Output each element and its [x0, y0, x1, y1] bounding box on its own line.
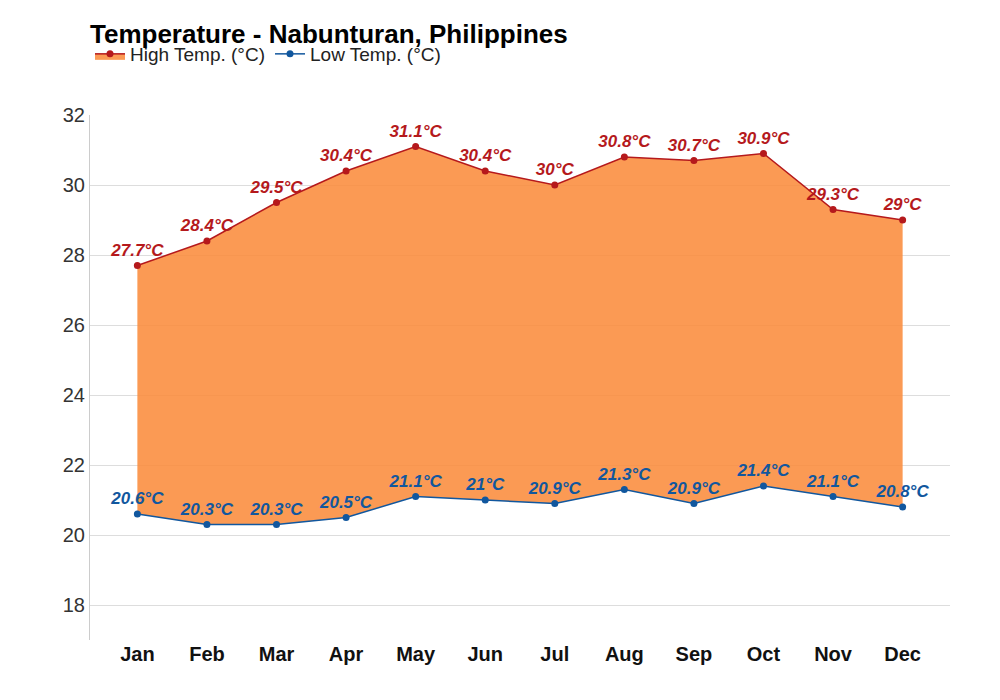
svg-text:20.9°C: 20.9°C — [528, 479, 582, 498]
svg-text:29.3°C: 29.3°C — [806, 185, 860, 204]
svg-text:Nov: Nov — [814, 643, 853, 665]
svg-text:20: 20 — [63, 524, 85, 546]
svg-text:Aug: Aug — [605, 643, 644, 665]
svg-text:31.1°C: 31.1°C — [390, 122, 443, 141]
svg-text:Sep: Sep — [676, 643, 713, 665]
svg-text:Jul: Jul — [540, 643, 569, 665]
svg-text:Low Temp. (°C): Low Temp. (°C) — [310, 44, 441, 65]
svg-text:Jan: Jan — [120, 643, 154, 665]
svg-text:29°C: 29°C — [883, 195, 923, 214]
svg-text:30.8°C: 30.8°C — [598, 132, 651, 151]
svg-text:Apr: Apr — [329, 643, 364, 665]
svg-text:30°C: 30°C — [536, 160, 575, 179]
svg-text:20.5°C: 20.5°C — [319, 493, 373, 512]
svg-text:21.4°C: 21.4°C — [736, 461, 790, 480]
svg-text:21.1°C: 21.1°C — [806, 472, 860, 491]
svg-text:27.7°C: 27.7°C — [110, 241, 164, 260]
svg-text:Dec: Dec — [884, 643, 921, 665]
svg-text:21.1°C: 21.1°C — [389, 472, 443, 491]
svg-text:30.4°C: 30.4°C — [459, 146, 512, 165]
svg-text:Feb: Feb — [189, 643, 225, 665]
svg-text:20.3°C: 20.3°C — [180, 500, 234, 519]
svg-text:20.8°C: 20.8°C — [876, 482, 930, 501]
svg-text:30.4°C: 30.4°C — [320, 146, 373, 165]
svg-text:28: 28 — [63, 244, 85, 266]
svg-text:30: 30 — [63, 174, 85, 196]
svg-text:20.9°C: 20.9°C — [667, 479, 721, 498]
svg-text:20.6°C: 20.6°C — [110, 489, 164, 508]
svg-text:Temperature - Nabunturan, Phil: Temperature - Nabunturan, Philippines — [90, 19, 568, 49]
svg-text:22: 22 — [63, 454, 85, 476]
svg-text:20.3°C: 20.3°C — [249, 500, 303, 519]
svg-text:18: 18 — [63, 594, 85, 616]
svg-text:30.7°C: 30.7°C — [668, 136, 721, 155]
svg-text:30.9°C: 30.9°C — [737, 129, 790, 148]
svg-text:Oct: Oct — [747, 643, 781, 665]
svg-text:29.5°C: 29.5°C — [249, 178, 303, 197]
svg-text:Mar: Mar — [259, 643, 295, 665]
svg-text:28.4°C: 28.4°C — [180, 216, 234, 235]
svg-text:21.3°C: 21.3°C — [597, 465, 651, 484]
svg-text:26: 26 — [63, 314, 85, 336]
svg-text:24: 24 — [63, 384, 85, 406]
svg-text:High Temp. (°C): High Temp. (°C) — [130, 44, 265, 65]
svg-text:32: 32 — [63, 104, 85, 126]
svg-text:Jun: Jun — [467, 643, 503, 665]
svg-text:May: May — [396, 643, 436, 665]
svg-text:21°C: 21°C — [465, 475, 505, 494]
